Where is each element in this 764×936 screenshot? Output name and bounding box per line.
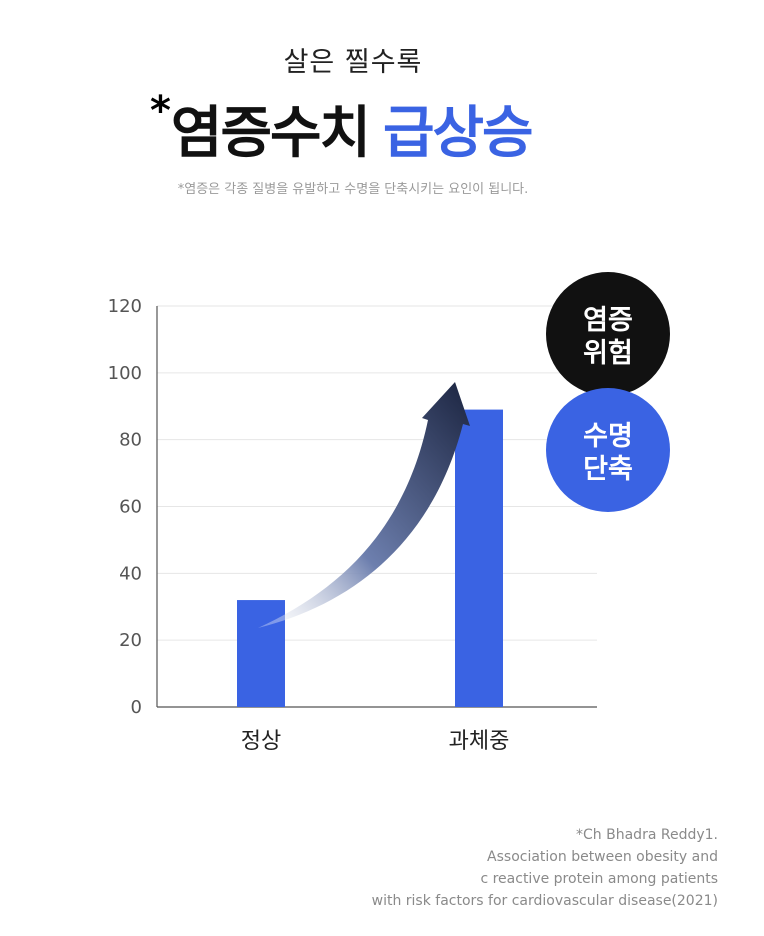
badge-line: 수명 — [583, 421, 633, 452]
bar — [455, 409, 503, 707]
citation-line: Association between obesity and — [487, 849, 718, 865]
y-tick-label: 20 — [119, 630, 142, 651]
badge-line: 염증 — [583, 305, 633, 336]
badge-circle — [546, 272, 670, 396]
badge-line: 단축 — [583, 454, 633, 485]
bars — [237, 409, 503, 707]
y-tick-label: 0 — [131, 697, 142, 718]
badge-line: 위험 — [583, 338, 633, 369]
category-labels: 정상 과체중 — [241, 729, 510, 754]
subtitle: 살은 찔수록 — [283, 47, 423, 78]
asterisk: * — [150, 88, 171, 134]
headline: *염증수치 급상승 — [150, 88, 534, 169]
citation: *Ch Bhadra Reddy1. Association between o… — [372, 824, 718, 912]
y-tick-labels: 0 20 40 60 80 100 120 — [108, 296, 142, 718]
footnote-note: *염증은 각종 질병을 유발하고 수명을 단축시키는 요인이 됩니다. — [177, 182, 529, 197]
trend-arrow-icon — [258, 382, 470, 628]
citation-line: *Ch Bhadra Reddy1. — [576, 827, 718, 843]
y-tick-label: 100 — [108, 363, 142, 384]
citation-line: c reactive protein among patients — [480, 871, 718, 887]
badge-circle — [546, 388, 670, 512]
headline-dark: 염증수치 — [170, 101, 371, 166]
y-tick-label: 120 — [108, 296, 142, 317]
trend-arrow — [258, 382, 470, 628]
headline-accent: 급상승 — [383, 101, 534, 166]
bar — [237, 600, 285, 707]
axes — [156, 306, 597, 708]
y-tick-label: 60 — [119, 497, 142, 518]
y-tick-label: 40 — [119, 563, 142, 584]
citation-line: with risk factors for cardiovascular dis… — [371, 893, 718, 909]
category-label: 정상 — [241, 729, 281, 754]
grid-lines — [157, 305, 597, 641]
y-tick-label: 80 — [119, 430, 142, 451]
category-label: 과체중 — [449, 729, 510, 754]
